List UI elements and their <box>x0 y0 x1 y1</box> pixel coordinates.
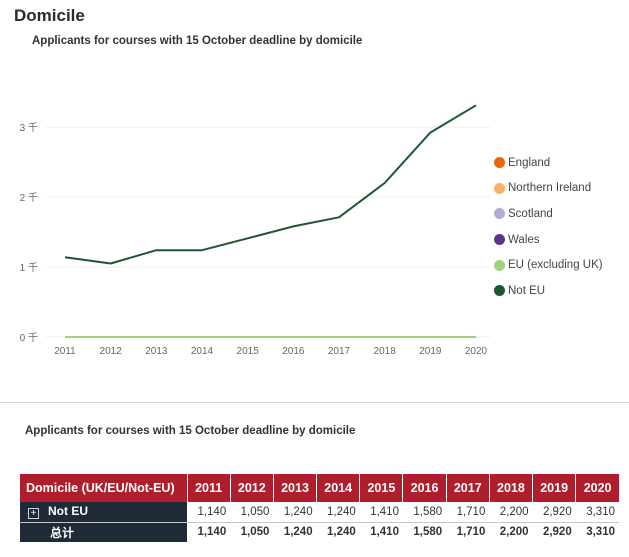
total-cell: 1,240 <box>316 521 360 542</box>
table-header-year[interactable]: 2018 <box>489 474 534 502</box>
total-label: 总计 <box>50 525 75 540</box>
table-cell: 1,050 <box>240 505 270 518</box>
legend-label: Not EU <box>508 284 546 297</box>
table-title: Applicants for courses with 15 October d… <box>25 425 356 437</box>
total-label-cell: 总计 <box>20 521 188 542</box>
legend-label: Wales <box>508 233 540 246</box>
table-cell: 1,410 <box>370 505 399 518</box>
legend-item-wales[interactable]: Wales <box>494 227 603 253</box>
table-header-year[interactable]: 2011 <box>187 474 231 502</box>
total-cell: 2,920 <box>532 521 576 542</box>
x-tick-label: 2011 <box>54 346 76 357</box>
table-cell: 1,580 <box>413 505 443 518</box>
row-label: Not EU <box>48 504 88 519</box>
x-tick-label: 2020 <box>465 346 488 357</box>
table-header-year[interactable]: 2014 <box>316 474 361 502</box>
table-cell: 3,310 <box>586 505 615 518</box>
legend-dot-icon <box>494 182 505 194</box>
row-label-cell: + Not EU <box>20 502 188 522</box>
series-line-not-eu <box>64 104 477 265</box>
table-cell: 1,140 <box>197 505 227 518</box>
x-tick-label: 2018 <box>374 346 397 357</box>
y-tick-label: 2 千 <box>20 192 38 204</box>
chart-legend: England Northern Ireland Scotland Wales EU (… <box>494 150 603 304</box>
chart-title: Applicants for courses with 15 October d… <box>32 35 363 47</box>
legend-label: England <box>508 156 551 169</box>
table-cell: 2,920 <box>542 505 572 518</box>
x-tick-label: 2017 <box>328 346 351 357</box>
y-tick-label: 1 千 <box>20 262 38 274</box>
legend-dot-icon <box>494 285 505 297</box>
legend-dot-icon <box>494 234 505 246</box>
legend-item-eu-excluding-uk[interactable]: EU (excluding UK) <box>494 252 603 278</box>
total-cell: 1,580 <box>402 521 447 542</box>
x-tick-label: 2012 <box>100 346 123 357</box>
legend-item-northern-ireland[interactable]: Northern Ireland <box>494 176 603 202</box>
x-tick-label: 2013 <box>145 346 168 357</box>
table-header-row: Domicile (UK/EU/Not-EU) 2011 2012 2013 2014 2… <box>20 474 619 502</box>
table-cell: 1,240 <box>283 505 313 518</box>
expand-plus-icon[interactable]: + <box>28 508 39 520</box>
x-tick-label: 2019 <box>419 346 442 357</box>
section-divider <box>0 402 629 403</box>
table-row: + Not EU 1,140 1,050 1,240 1,240 1,410 1,580 1,7… <box>20 502 619 522</box>
total-cell: 1,140 <box>187 521 231 542</box>
legend-label: EU (excluding UK) <box>508 259 603 272</box>
total-cell: 1,410 <box>359 521 403 542</box>
table-cell: 1,240 <box>327 505 356 518</box>
table-header-domicile[interactable]: Domicile (UK/EU/Not-EU) <box>20 474 188 502</box>
table-header-year[interactable]: 2020 <box>575 474 619 502</box>
legend-dot-icon <box>494 259 505 271</box>
table-header-year[interactable]: 2012 <box>230 474 274 502</box>
table-header-year[interactable]: 2017 <box>446 474 490 502</box>
line-chart: 0 千 1 千 2 千 3 千 2011 2012 2013 2014 2015 2016 2017… <box>20 104 490 357</box>
legend-dot-icon <box>494 157 505 169</box>
y-tick-label: 0 千 <box>20 332 38 344</box>
total-cell: 2,200 <box>489 521 533 542</box>
legend-item-scotland[interactable]: Scotland <box>494 201 603 227</box>
legend-label: Scotland <box>508 207 553 220</box>
domicile-data-table: Domicile (UK/EU/Not-EU) 2011 2012 2013 2014 2… <box>20 474 619 542</box>
table-total-row: 总计 1,140 1,050 1,240 1,240 1,410 1,580 1,710 2,2… <box>20 521 619 542</box>
legend-label: Northern Ireland <box>508 182 592 195</box>
table-header-year[interactable]: 2019 <box>532 474 577 502</box>
total-cell: 3,310 <box>575 521 619 542</box>
total-cell: 1,050 <box>230 521 274 542</box>
table-cell: 1,710 <box>456 505 486 518</box>
table-header-year[interactable]: 2015 <box>359 474 404 502</box>
table-cell: 2,200 <box>499 505 529 518</box>
total-cell: 1,710 <box>446 521 490 542</box>
legend-item-not-eu[interactable]: Not EU <box>494 278 603 304</box>
table-header-year[interactable]: 2013 <box>273 474 318 502</box>
total-cell: 1,240 <box>273 521 317 542</box>
legend-item-england[interactable]: England <box>494 150 603 176</box>
x-tick-label: 2015 <box>237 346 260 357</box>
y-tick-label: 3 千 <box>20 122 38 134</box>
table-header-year[interactable]: 2016 <box>402 474 447 502</box>
legend-dot-icon <box>494 208 505 220</box>
x-tick-label: 2014 <box>191 346 214 357</box>
page-title: Domicile <box>14 6 85 25</box>
x-tick-label: 2016 <box>282 346 305 357</box>
